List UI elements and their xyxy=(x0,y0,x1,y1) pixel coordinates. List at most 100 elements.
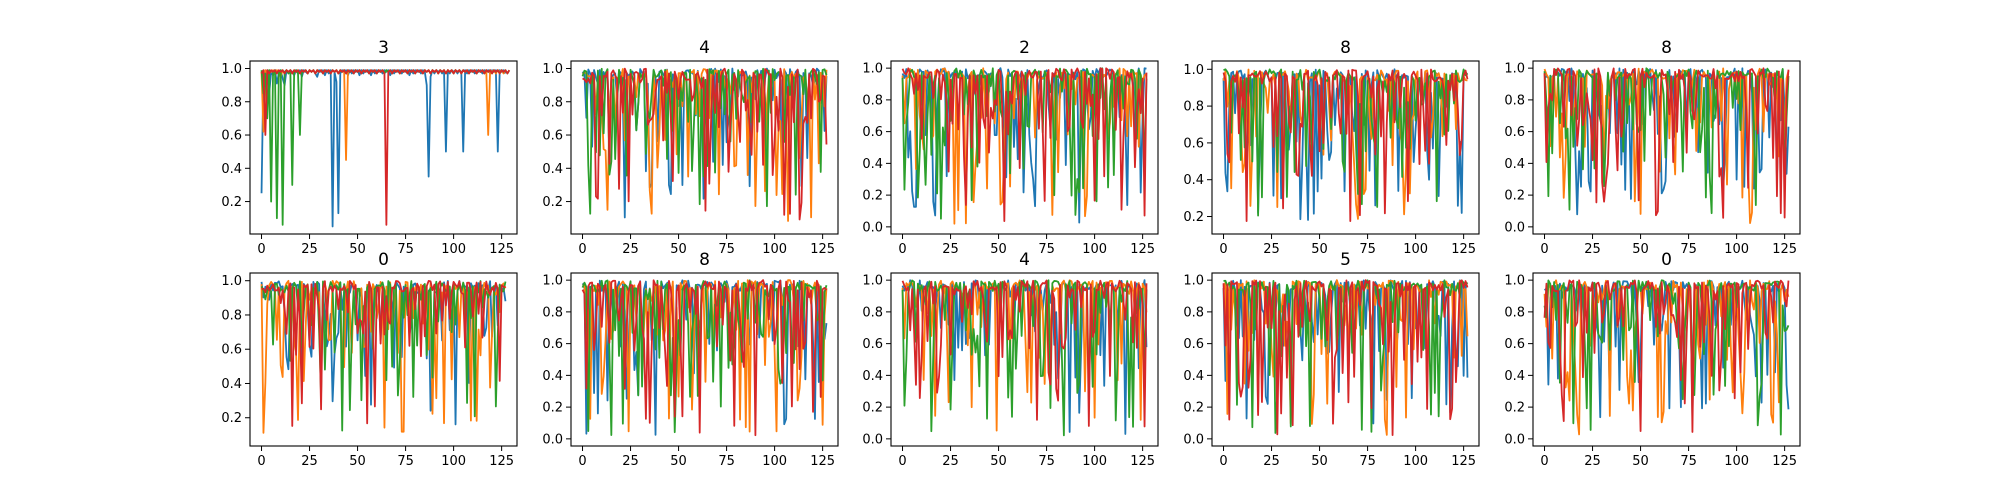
y-tick-label: 1.0 xyxy=(1504,274,1525,289)
series-line-2 xyxy=(1543,67,1790,215)
y-tick-label: 0.4 xyxy=(1504,157,1525,172)
x-tick-label: 25 xyxy=(622,454,639,469)
y-tick-label: 0.4 xyxy=(862,369,883,384)
x-tick-label: 0 xyxy=(1219,242,1227,257)
y-tick-label: 0.8 xyxy=(1183,305,1204,320)
y-tick-label: 1.0 xyxy=(862,62,883,77)
y-tick-label: 1.0 xyxy=(1183,274,1204,289)
x-tick-label: 100 xyxy=(1403,454,1428,469)
x-tick-label: 125 xyxy=(810,454,835,469)
x-tick-label: 0 xyxy=(898,454,906,469)
y-tick-label: 0.0 xyxy=(862,220,883,235)
x-tick-label: 75 xyxy=(1680,242,1697,257)
y-tick-label: 0.8 xyxy=(862,93,883,108)
x-tick-label: 25 xyxy=(301,242,318,257)
y-tick-label: 0.2 xyxy=(862,401,883,416)
x-tick-label: 100 xyxy=(762,242,787,257)
y-tick-label: 0.8 xyxy=(862,305,883,320)
axes-frame xyxy=(890,60,1159,235)
series-line-3 xyxy=(901,67,1148,223)
series-group xyxy=(901,279,1148,437)
y-tick-label: 0.6 xyxy=(221,343,242,358)
series-line-3 xyxy=(581,279,828,437)
x-tick-label: 100 xyxy=(1724,242,1749,257)
x-tick-label: 50 xyxy=(990,242,1007,257)
x-tick-label: 0 xyxy=(257,454,265,469)
x-tick-label: 100 xyxy=(441,242,466,257)
x-tick-label: 50 xyxy=(670,242,687,257)
y-tick-label: 0.2 xyxy=(1183,401,1204,416)
series-line-3 xyxy=(1222,279,1469,436)
x-tick-label: 125 xyxy=(1772,242,1797,257)
subplot-title: 8 xyxy=(699,250,710,270)
x-tick-label: 0 xyxy=(1540,454,1548,469)
subplot-title: 0 xyxy=(1661,250,1672,270)
x-tick-label: 75 xyxy=(718,242,735,257)
axes-frame xyxy=(249,60,518,235)
x-tick-label: 125 xyxy=(810,242,835,257)
series-line-3 xyxy=(1222,68,1469,223)
y-tick-label: 0.0 xyxy=(1183,432,1204,447)
subplot-5: 0 0 25 50 75 100 125 0.2 0.4 0.6 0.8 1.0 xyxy=(221,250,518,469)
x-tick-label: 50 xyxy=(349,454,366,469)
subplot-7: 4 0 25 50 75 100 125 0.0 0.2 0.4 0.6 0.8 1.0 xyxy=(862,250,1159,469)
y-tick-label: 1.0 xyxy=(221,274,242,289)
series-line-3 xyxy=(901,279,1148,428)
y-tick-label: 0.2 xyxy=(221,411,242,426)
y-tick-label: 0.4 xyxy=(221,162,242,177)
series-group xyxy=(581,67,828,222)
x-tick-label: 100 xyxy=(441,454,466,469)
y-tick-label: 0.8 xyxy=(1504,93,1525,108)
y-tick-label: 1.0 xyxy=(542,274,563,289)
y-tick-label: 0.0 xyxy=(1504,432,1525,447)
axes-frame xyxy=(249,272,518,447)
y-tick-label: 0.8 xyxy=(542,95,563,110)
subplot-title: 5 xyxy=(1340,250,1351,270)
x-tick-label: 75 xyxy=(1038,454,1055,469)
subplot-title: 4 xyxy=(1019,250,1030,270)
x-tick-label: 100 xyxy=(1082,454,1107,469)
subplot-title: 8 xyxy=(1340,38,1351,58)
series-line-3 xyxy=(1543,67,1790,219)
x-tick-label: 75 xyxy=(1359,454,1376,469)
y-tick-label: 0.6 xyxy=(862,337,883,352)
x-tick-label: 0 xyxy=(578,242,586,257)
x-tick-label: 25 xyxy=(622,242,639,257)
x-tick-label: 0 xyxy=(898,242,906,257)
y-tick-label: 0.6 xyxy=(542,129,563,144)
y-tick-label: 0.6 xyxy=(542,337,563,352)
axes-frame xyxy=(1211,60,1480,235)
x-tick-label: 50 xyxy=(670,454,687,469)
axes-frame xyxy=(570,272,839,447)
axes-frame xyxy=(1211,272,1480,447)
y-tick-label: 1.0 xyxy=(542,62,563,77)
series-line-3 xyxy=(261,279,506,427)
y-tick-label: 0.0 xyxy=(542,432,563,447)
y-tick-label: 0.8 xyxy=(542,305,563,320)
axes-frame xyxy=(890,272,1159,447)
subplot-3: 8 0 25 50 75 100 125 0.2 0.4 0.6 0.8 1.0 xyxy=(1183,38,1480,257)
series-group xyxy=(581,279,828,437)
series-line-3 xyxy=(582,67,828,221)
series-group xyxy=(1543,67,1790,224)
y-tick-label: 0.6 xyxy=(1504,125,1525,140)
axes-frame xyxy=(1532,272,1801,447)
x-tick-label: 75 xyxy=(718,454,735,469)
y-tick-label: 0.4 xyxy=(1504,369,1525,384)
x-tick-label: 100 xyxy=(1082,242,1107,257)
x-tick-label: 50 xyxy=(1311,454,1328,469)
x-tick-label: 50 xyxy=(990,454,1007,469)
x-tick-label: 0 xyxy=(1540,242,1548,257)
subplot-4: 8 0 25 50 75 100 125 0.0 0.2 0.4 0.6 0.8 1.0 xyxy=(1504,38,1801,257)
y-tick-label: 0.2 xyxy=(542,401,563,416)
x-tick-label: 50 xyxy=(349,242,366,257)
y-tick-label: 0.8 xyxy=(1183,100,1204,115)
y-tick-label: 1.0 xyxy=(1183,63,1204,78)
y-tick-label: 0.6 xyxy=(1504,337,1525,352)
x-tick-label: 50 xyxy=(1632,454,1649,469)
y-tick-label: 0.0 xyxy=(862,432,883,447)
x-tick-label: 25 xyxy=(301,454,318,469)
x-tick-label: 25 xyxy=(1584,454,1601,469)
series-group xyxy=(260,69,511,228)
